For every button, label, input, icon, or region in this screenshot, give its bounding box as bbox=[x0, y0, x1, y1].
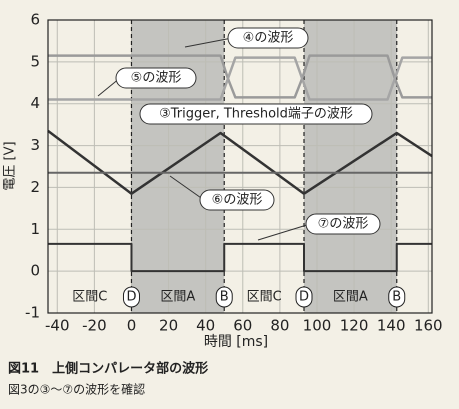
leader-line bbox=[184, 37, 233, 48]
x-tick-label: 120 bbox=[340, 317, 369, 335]
legend-label: ⑥の波形 bbox=[212, 193, 263, 208]
boundary-label: B bbox=[392, 290, 401, 305]
leader-line bbox=[257, 223, 311, 241]
x-tick-label: 20 bbox=[159, 317, 178, 335]
annotation-box bbox=[227, 27, 309, 49]
region-label: 区間A bbox=[160, 290, 195, 305]
x-tick-label: 140 bbox=[377, 317, 406, 335]
y-tick-label: 4 bbox=[30, 94, 40, 112]
chart-title: 図11 上側コンパレータ部の波形 bbox=[8, 361, 208, 377]
y-tick-label: 1 bbox=[30, 220, 40, 238]
x-tick-label: -20 bbox=[82, 317, 107, 335]
legend-label: ⑤の波形 bbox=[131, 71, 182, 86]
x-tick-label: 0 bbox=[127, 317, 137, 335]
leader-line bbox=[169, 175, 205, 201]
y-axis-label: 電圧 [V] bbox=[3, 141, 18, 190]
region-label: 区間A bbox=[333, 290, 368, 305]
boundary-label: D bbox=[299, 290, 309, 305]
legend-label: ③Trigger, Threshold端子の波形 bbox=[159, 107, 353, 122]
legend-label: ⑦の波形 bbox=[318, 217, 369, 232]
x-tick-label: 100 bbox=[303, 317, 332, 335]
plot-area: -1 0 1 2 3 4 5 6 -40 -20 0 20 40 60 80 100 120 140 160 区間C 区… bbox=[25, 11, 443, 335]
y-tick-label: 2 bbox=[30, 178, 40, 196]
region-label: 区間C bbox=[247, 290, 282, 305]
series-line bbox=[48, 56, 432, 101]
y-tick-label: 5 bbox=[30, 52, 40, 70]
series-line bbox=[47, 129, 433, 195]
annotation-box bbox=[115, 67, 197, 89]
y-tick-label: 3 bbox=[30, 136, 40, 154]
boundary-marker bbox=[122, 286, 140, 308]
boundary-marker bbox=[215, 286, 233, 308]
boundary-marker bbox=[295, 286, 313, 308]
chart-subtitle: 図3の③～⑦の波形を確認 bbox=[8, 382, 145, 397]
y-tick-label: 0 bbox=[30, 262, 40, 280]
y-tick-label: -1 bbox=[25, 304, 40, 322]
shaded-region bbox=[131, 20, 225, 313]
shaded-region bbox=[304, 20, 397, 313]
boundary-label: B bbox=[220, 290, 229, 305]
annotations: ④の波形 ⑤の波形 ③Trigger, Threshold端子の波形 ⑥の波形 ⑦の波形 bbox=[97, 27, 381, 241]
x-tick-label: 80 bbox=[270, 317, 289, 335]
x-axis-label: 時間 [ms] bbox=[204, 334, 268, 350]
plot-frame bbox=[47, 19, 433, 314]
x-tick-label: 60 bbox=[233, 317, 252, 335]
boundary-marker bbox=[388, 286, 406, 308]
x-tick-label: 160 bbox=[414, 317, 443, 335]
annotation-box bbox=[139, 103, 373, 125]
annotation-box bbox=[199, 189, 275, 211]
series-line bbox=[48, 242, 432, 273]
legend-label: ④の波形 bbox=[243, 31, 294, 46]
annotation-box bbox=[305, 213, 381, 235]
x-tick-label: 40 bbox=[196, 317, 215, 335]
y-tick-label: 6 bbox=[30, 11, 40, 29]
boundary-label: D bbox=[126, 290, 136, 305]
x-tick-label: -40 bbox=[45, 317, 70, 335]
region-label: 区間C bbox=[72, 290, 107, 305]
